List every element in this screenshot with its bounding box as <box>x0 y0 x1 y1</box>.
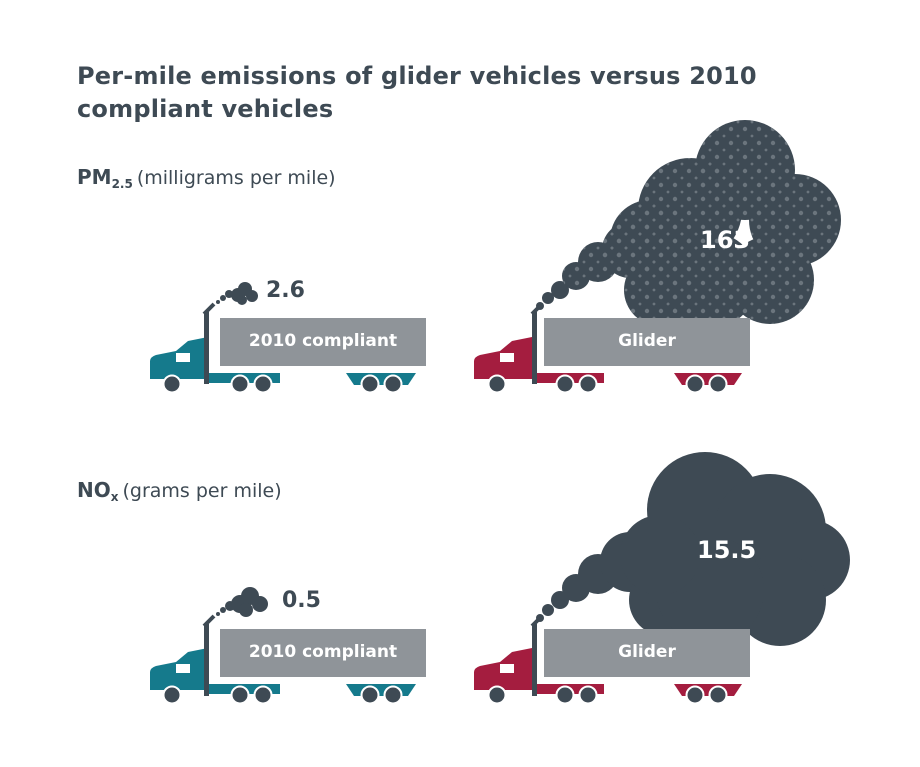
pm-metric-unit: (milligrams per mile) <box>136 167 336 189</box>
nox-compliant-value: 0.5 <box>282 588 321 613</box>
pm-glider-cloud <box>536 120 841 328</box>
nox-glider-value: 15.5 <box>697 536 757 564</box>
chart-title: Per-mile emissions of glider vehicles ve… <box>77 62 757 123</box>
pm-metric-name: PM <box>77 165 112 189</box>
nox-metric-unit: (grams per mile) <box>122 480 282 502</box>
pm-metric-subscript: 2.5 <box>111 177 133 191</box>
nox-metric-name: NO <box>77 478 111 502</box>
nox-compliant-smoke-icon <box>216 587 268 617</box>
nox-metric-subscript: x <box>110 490 119 504</box>
nox-compliant-label: 2010 compliant <box>248 642 398 662</box>
pm-compliant-truck <box>150 302 426 394</box>
pm-glider-value: 163 <box>700 226 751 254</box>
pm-glider-truck <box>474 302 750 394</box>
nox-glider-cloud <box>536 452 850 646</box>
nox-glider-label: Glider <box>618 642 676 662</box>
pm-glider-label: Glider <box>618 331 676 351</box>
pm-compliant-value: 2.6 <box>266 278 305 303</box>
pm-metric-heading: PM2.5 (milligrams per mile) <box>77 165 336 191</box>
nox-glider-truck <box>474 614 750 705</box>
nox-metric-heading: NOx (grams per mile) <box>77 478 282 504</box>
pm-compliant-label: 2010 compliant <box>248 331 398 351</box>
pm-compliant-smoke-icon <box>216 282 258 305</box>
nox-compliant-truck <box>150 614 426 705</box>
